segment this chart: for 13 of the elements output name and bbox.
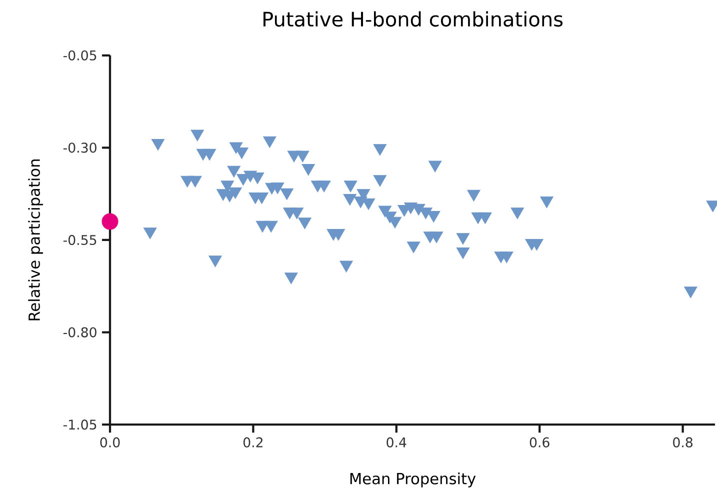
x-tick-label: 0.6 bbox=[530, 437, 550, 448]
y-axis-title: Relative participation bbox=[28, 159, 43, 320]
x-tick-label: 0.2 bbox=[243, 437, 262, 448]
y-tick-label: -0.55 bbox=[63, 234, 96, 246]
x-tick-label: 0.8 bbox=[673, 437, 692, 448]
y-tick-label: -0.30 bbox=[63, 142, 96, 153]
x-tick-label: 0.4 bbox=[386, 437, 406, 448]
y-tick-label: -0.80 bbox=[63, 327, 96, 338]
x-axis-title: Mean Propensity bbox=[350, 472, 476, 488]
x-tick-label: 0.0 bbox=[100, 437, 120, 448]
y-tick-label: -0.05 bbox=[63, 50, 96, 60]
y-tick-label: -1.05 bbox=[63, 420, 96, 430]
chart-title: Putative H-bond combinations bbox=[264, 11, 563, 27]
